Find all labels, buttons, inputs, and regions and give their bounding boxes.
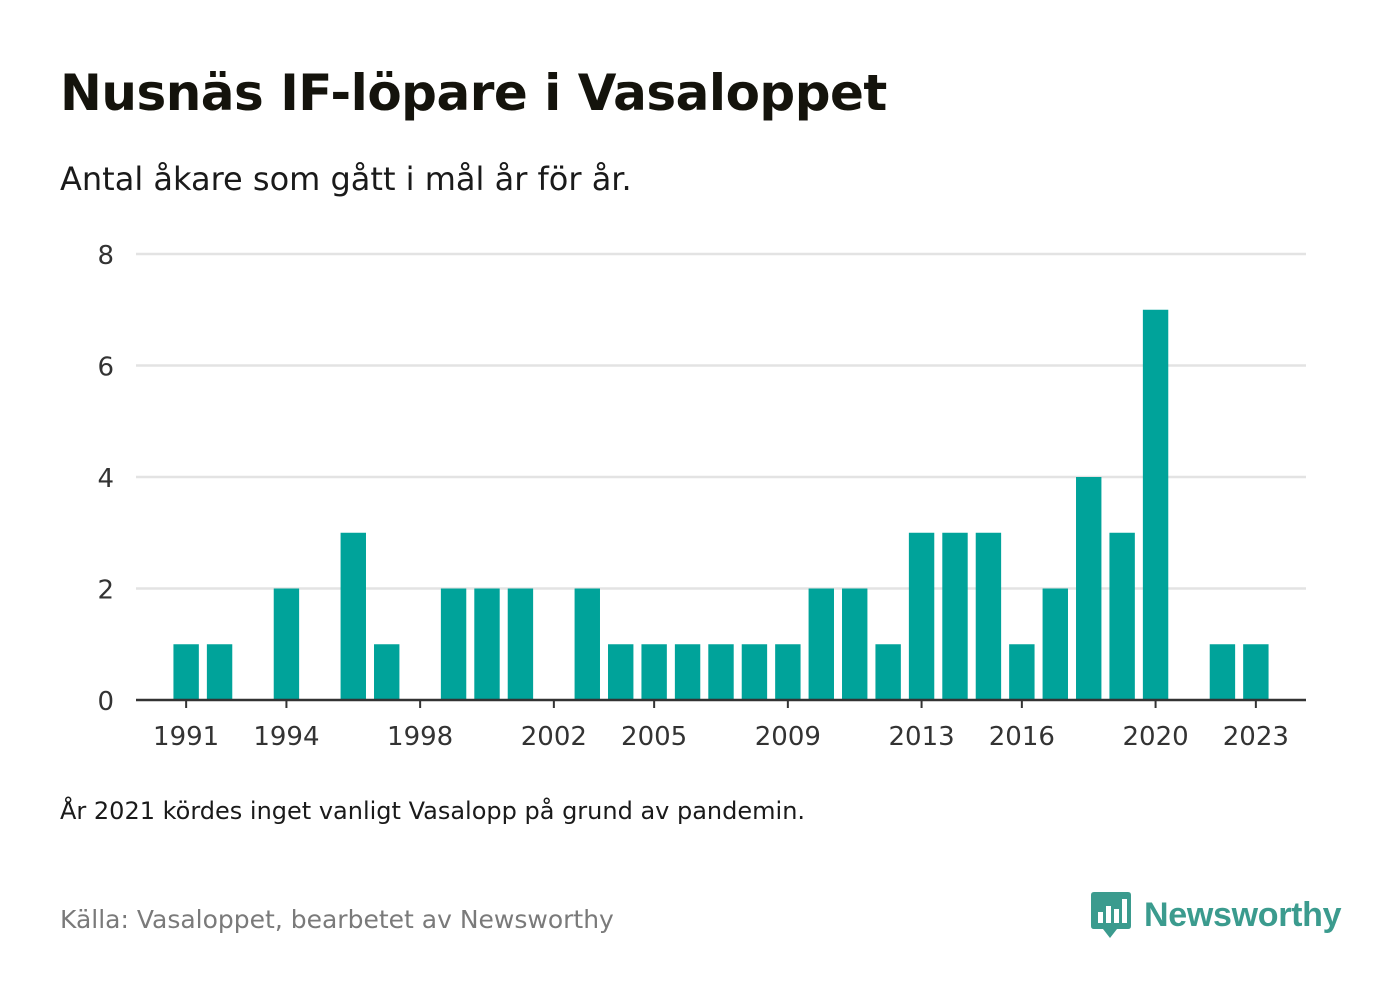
- footnote: År 2021 kördes inget vanligt Vasalopp på…: [60, 797, 806, 825]
- bar-1997[interactable]: [374, 644, 400, 700]
- x-axis-ticks: 1991 1994 1998 2002 2005 2009 2013 2016 2020 2023: [153, 700, 1289, 752]
- brand-name: Newsworthy: [1144, 895, 1342, 934]
- bar-2014[interactable]: [942, 532, 968, 700]
- bar-1999[interactable]: [440, 588, 467, 701]
- x-tick-label: 2023: [1223, 722, 1289, 752]
- source-text: Källa: Vasaloppet, bearbetet av Newswort…: [60, 905, 614, 934]
- x-tick-label: 1991: [153, 722, 219, 752]
- x-tick-label: 2005: [621, 722, 687, 752]
- y-tick-label: 4: [97, 464, 114, 494]
- bar-2015[interactable]: [975, 532, 1002, 700]
- bar-2017[interactable]: [1042, 588, 1068, 701]
- chart-subtitle: Antal åkare som gått i mål år för år.: [60, 160, 632, 198]
- bar-2016[interactable]: [1009, 644, 1035, 700]
- bar-2022[interactable]: [1209, 644, 1236, 700]
- bar-2000[interactable]: [474, 588, 500, 701]
- x-tick-label: 1998: [387, 722, 453, 752]
- bar-2005[interactable]: [641, 644, 667, 700]
- bar-1991[interactable]: [173, 644, 199, 700]
- bar-2009[interactable]: [775, 644, 801, 700]
- x-tick-label: 2020: [1122, 722, 1188, 752]
- bar-2023[interactable]: [1243, 644, 1269, 700]
- bar-1994[interactable]: [273, 588, 300, 701]
- bar-2008[interactable]: [741, 644, 768, 700]
- bar-2012[interactable]: [875, 644, 901, 700]
- bar-2001[interactable]: [507, 588, 534, 701]
- bar-2003[interactable]: [574, 588, 600, 701]
- bar-2006[interactable]: [674, 644, 701, 700]
- bar-1992[interactable]: [206, 644, 233, 700]
- x-tick-label: 2016: [989, 722, 1055, 752]
- bar-2020[interactable]: [1142, 309, 1169, 700]
- y-tick-label: 6: [97, 353, 114, 383]
- y-tick-label: 2: [97, 576, 114, 606]
- bar-2018[interactable]: [1076, 477, 1102, 700]
- bar-2013[interactable]: [908, 532, 935, 700]
- chart-title: Nusnäs IF-löpare i Vasaloppet: [60, 64, 887, 122]
- y-tick-label: 0: [97, 687, 114, 717]
- bars: [173, 309, 1269, 701]
- bar-2007[interactable]: [708, 644, 734, 700]
- y-axis-ticks: 0 2 4 6 8: [97, 241, 114, 717]
- x-tick-label: 2009: [755, 722, 821, 752]
- y-tick-label: 8: [97, 241, 114, 271]
- bar-1996[interactable]: [340, 532, 366, 700]
- x-tick-label: 1994: [253, 722, 319, 752]
- x-tick-label: 2002: [521, 722, 587, 752]
- newsworthy-logo-icon: [1091, 892, 1131, 938]
- brand-logo[interactable]: Newsworthy: [1090, 890, 1342, 940]
- x-tick-label: 2013: [888, 722, 954, 752]
- bar-2004[interactable]: [608, 644, 634, 700]
- bar-2010[interactable]: [808, 588, 834, 701]
- bar-2019[interactable]: [1109, 532, 1135, 700]
- bar-2011[interactable]: [842, 588, 868, 701]
